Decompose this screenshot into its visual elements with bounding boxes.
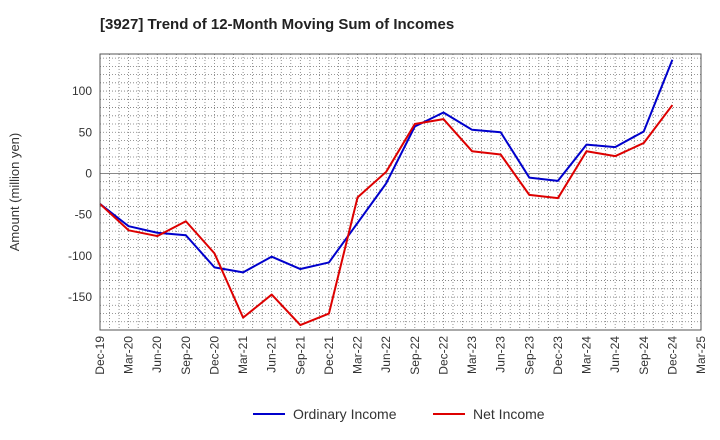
x-tick-label: Jun-22	[379, 336, 393, 373]
x-tick-label: Dec-21	[322, 336, 336, 375]
x-tick-label: Sep-21	[293, 336, 307, 375]
legend-label-ordinary-income: Ordinary Income	[293, 406, 397, 422]
x-tick-label: Sep-24	[637, 336, 651, 375]
x-tick-label: Jun-24	[608, 336, 622, 373]
y-tick-labels: -150 -100 -50 0 50 100	[68, 84, 92, 304]
x-tick-label: Sep-20	[179, 336, 193, 375]
series-lines	[99, 59, 674, 327]
legend-label-net-income: Net Income	[473, 406, 545, 422]
x-tick-label: Jun-23	[494, 336, 508, 373]
x-tick-label: Jun-20	[150, 336, 164, 373]
series-line-ordinary-income	[99, 59, 674, 274]
y-tick-label: 100	[72, 84, 92, 98]
y-tick-label: -100	[68, 249, 92, 263]
legend: Ordinary Income Net Income	[253, 406, 545, 422]
y-tick-label: 50	[79, 125, 93, 139]
x-tick-label: Sep-22	[408, 336, 422, 375]
y-tick-label: 0	[85, 166, 92, 180]
x-tick-label: Mar-22	[351, 336, 365, 374]
x-tick-label: Mar-25	[694, 336, 708, 374]
x-tick-label: Dec-23	[551, 336, 565, 375]
x-tick-label: Mar-23	[465, 336, 479, 374]
y-tick-label: -50	[75, 208, 93, 222]
x-tick-label: Mar-24	[580, 336, 594, 374]
x-tick-label: Dec-20	[207, 336, 221, 375]
series-line-net-income	[99, 104, 674, 327]
chart-title: [3927] Trend of 12-Month Moving Sum of I…	[100, 16, 455, 33]
x-tick-label: Dec-24	[665, 336, 679, 375]
y-tick-label: -150	[68, 290, 92, 304]
x-tick-label: Mar-21	[236, 336, 250, 374]
x-tick-label: Sep-23	[522, 336, 536, 375]
x-tick-label: Dec-19	[93, 336, 107, 375]
y-axis-label: Amount (million yen)	[7, 133, 22, 252]
plot-frame	[99, 53, 702, 331]
x-tick-label: Jun-21	[265, 336, 279, 373]
x-tick-label: Dec-22	[436, 336, 450, 375]
x-tick-label: Mar-20	[122, 336, 136, 374]
grid	[100, 54, 701, 331]
x-tick-labels: Dec-19 Mar-20 Jun-20 Sep-20 Dec-20 Mar-21 Jun-…	[93, 336, 708, 375]
